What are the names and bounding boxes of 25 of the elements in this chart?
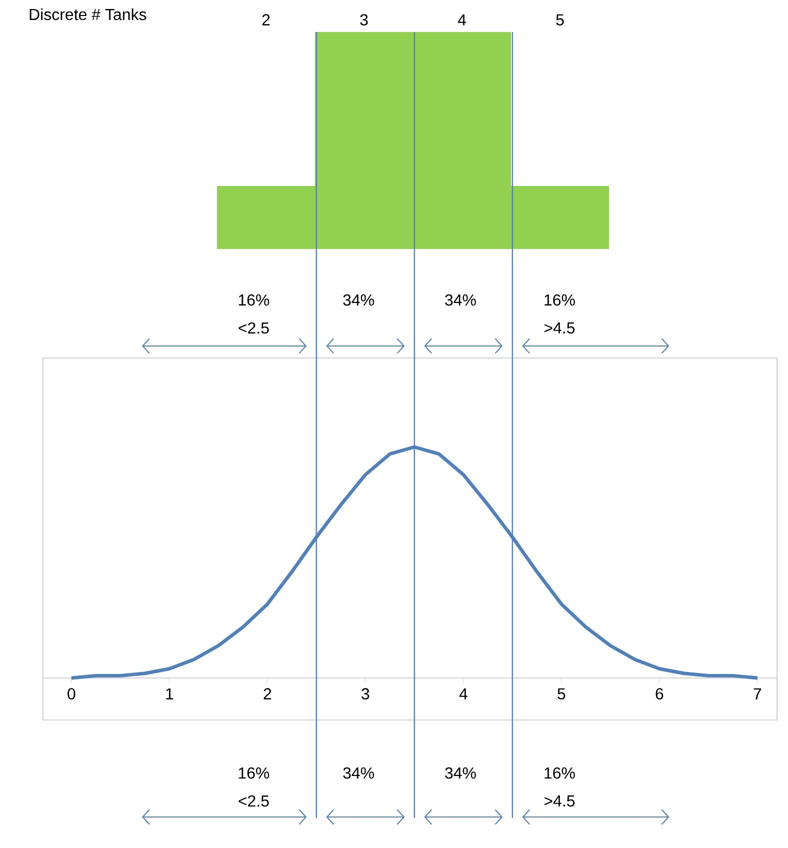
text: <2.5 [238, 795, 269, 807]
x-tick-label: 3 [362, 688, 370, 700]
x-tick-label: 4 [459, 688, 468, 700]
text: 16% [238, 294, 270, 306]
x-tick-label: 4 [458, 14, 466, 26]
x-tick-label: 5 [558, 688, 566, 700]
text: >4.5 [544, 322, 575, 334]
x-tick-label: 1 [166, 688, 174, 700]
text: 16% [544, 294, 575, 306]
text: 34% [445, 294, 476, 306]
text: 16% [238, 767, 270, 779]
text: <2.5 [238, 322, 269, 334]
x-tick-label: 7 [754, 688, 762, 700]
x-tick-label: 2 [262, 14, 270, 26]
x-tick-label: 0 [68, 688, 76, 700]
text: >4.5 [544, 795, 575, 807]
text: 16% [544, 767, 575, 779]
x-tick-label: 3 [360, 14, 368, 26]
x-tick-label: 6 [656, 688, 664, 700]
x-tick-label: 2 [264, 688, 272, 700]
text: 34% [343, 767, 374, 779]
x-tick-label: 5 [556, 14, 564, 26]
text: 34% [445, 767, 476, 779]
text: 34% [343, 294, 374, 306]
x-axis-title: Discrete # Tanks [30, 8, 146, 20]
